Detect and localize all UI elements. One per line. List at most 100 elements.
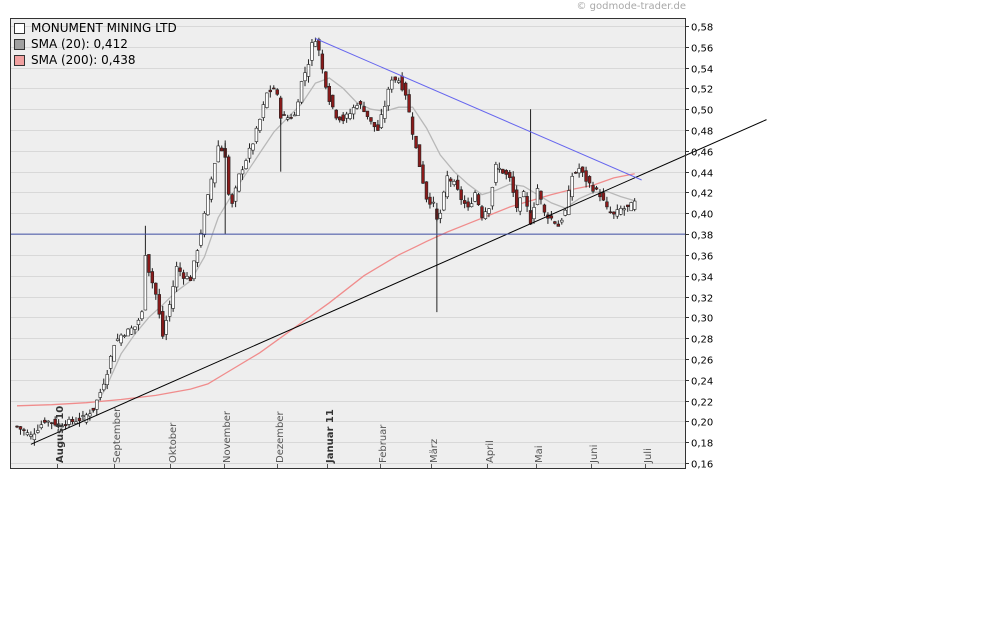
candle-body (84, 414, 89, 423)
candle-body (535, 188, 540, 205)
month-label: August 10 (55, 406, 66, 463)
candle-body (63, 424, 68, 427)
candle-body (584, 170, 588, 182)
candle-body (504, 170, 508, 175)
candle-body (476, 194, 481, 206)
candle-body (591, 185, 595, 192)
candle-body (525, 196, 529, 207)
month-label: März (429, 439, 440, 463)
month-label: September (112, 407, 123, 463)
candle-body (313, 41, 318, 47)
candle-body (272, 87, 276, 90)
candle-body (88, 413, 92, 417)
candle-body (244, 160, 248, 170)
month-label: Oktober (168, 422, 179, 463)
plot-border (10, 18, 686, 469)
candle-body (414, 135, 418, 149)
candle-body (261, 104, 266, 118)
candle-body (147, 254, 151, 273)
candle-body (452, 181, 456, 185)
candle-body (105, 374, 109, 386)
candle-body (626, 204, 630, 207)
watermark: © godmode-trader.de (576, 1, 687, 12)
candle-body (334, 109, 338, 119)
candle-body (497, 167, 502, 170)
candle-body (56, 423, 61, 426)
y-tick-label: 0,20 (691, 418, 713, 429)
candle-body (331, 94, 335, 108)
candle-body (612, 211, 616, 215)
candle-body (108, 356, 113, 369)
candle-body (36, 430, 40, 433)
candle-body (487, 208, 491, 214)
month-label: Januar 11 (325, 409, 336, 464)
x-axis: August 10 September Oktober November Dezembe… (55, 406, 654, 468)
candle-body (549, 215, 554, 219)
candle-body (518, 197, 522, 212)
candle-body (466, 201, 470, 208)
candle-body (289, 117, 293, 119)
candle-body (46, 420, 50, 423)
candle-body (469, 203, 474, 208)
y-tick-label: 0,48 (691, 127, 713, 138)
candle-body (601, 192, 606, 201)
candle-body (324, 71, 328, 88)
candle-body (237, 173, 241, 192)
candle-body (417, 144, 422, 168)
y-tick-label: 0,50 (691, 106, 713, 117)
candle-body (39, 424, 43, 429)
candle-body (532, 207, 536, 220)
candle-body (567, 190, 571, 215)
y-tick-label: 0,30 (691, 314, 713, 325)
candle-body (632, 200, 637, 210)
candle-body (622, 208, 626, 211)
candle-body (192, 260, 196, 280)
y-tick-label: 0,34 (691, 273, 713, 284)
candle-body (119, 334, 123, 344)
candle-body (480, 206, 484, 218)
candle-body (351, 107, 356, 115)
candle-body (77, 417, 82, 422)
candle-body (396, 80, 401, 83)
candle-body (226, 156, 231, 195)
candle-body (265, 92, 269, 108)
candle-body (386, 88, 390, 107)
sma200-line (16, 173, 635, 407)
candle-body (136, 319, 141, 326)
candle-body (81, 415, 85, 417)
candle-body (553, 221, 557, 224)
candle-body (254, 127, 259, 142)
candle-body (556, 223, 561, 227)
legend-swatch-price (14, 22, 25, 34)
candle-body (407, 94, 411, 113)
candle-body (365, 110, 370, 117)
candle-body (473, 192, 477, 202)
candle-body (258, 118, 262, 131)
candle-body (126, 328, 130, 337)
candle-body (563, 209, 567, 216)
candle-body (167, 304, 172, 317)
y-tick-label: 0,32 (691, 294, 713, 305)
candle-body (449, 178, 453, 182)
month-label: November (222, 410, 233, 463)
candle-body (49, 422, 54, 424)
candle-body (150, 271, 155, 284)
legend-item-price: MONUMENT MINING LTD (14, 20, 177, 36)
candle-body (220, 147, 224, 152)
candle-body (580, 166, 585, 173)
y-tick-label: 0,28 (691, 335, 713, 346)
candle-body (619, 208, 623, 215)
legend-swatch-sma200 (14, 54, 25, 66)
candle-body (587, 176, 592, 184)
candle-body (410, 116, 415, 135)
candle-body (70, 419, 75, 423)
candle-body (95, 399, 99, 410)
candle-body (292, 114, 297, 117)
candle-body (129, 327, 134, 335)
candle-body (594, 187, 599, 190)
legend-item-sma200: SMA (200): 0,438 (14, 52, 177, 68)
y-tick-label: 0,40 (691, 210, 713, 221)
candle-body (573, 172, 578, 174)
candle-body (296, 101, 300, 116)
candle-body (508, 171, 512, 178)
